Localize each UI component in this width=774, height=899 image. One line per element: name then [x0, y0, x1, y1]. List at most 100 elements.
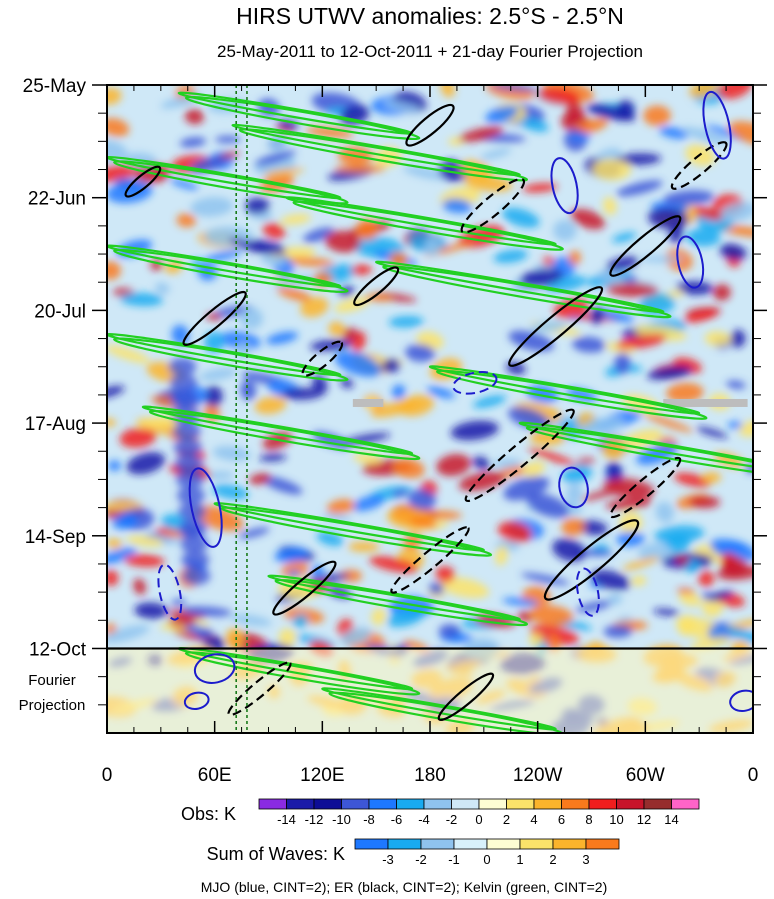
anomaly-patch [438, 624, 461, 638]
anomaly-patch [708, 590, 734, 601]
anomaly-patch [228, 238, 272, 254]
waves-colorbar-label: Sum of Waves: K [207, 844, 345, 864]
chart-subtitle: 25-May-2011 to 12-Oct-2011 + 21-day Four… [217, 42, 643, 61]
kelvin-contour [220, 506, 493, 557]
x-tick-label: 0 [748, 765, 759, 786]
anomaly-patch [171, 598, 187, 606]
anomaly-patch [300, 296, 329, 318]
kelvin-contour [113, 160, 349, 205]
anomaly-patch [738, 420, 753, 437]
anomaly-patch [424, 237, 441, 256]
chart-title: HIRS UTWV anomalies: 2.5°S - 2.5°N [236, 3, 624, 29]
anomaly-patch [112, 513, 138, 530]
anomaly-patch [577, 520, 608, 536]
anomaly-patch [169, 609, 206, 620]
missing-data-band [352, 398, 384, 407]
anomaly-patch [199, 368, 237, 381]
anomaly-patch [616, 333, 667, 350]
anomaly-patch [522, 183, 558, 193]
anomaly-patch [458, 126, 504, 142]
anomaly-patch [230, 614, 272, 627]
anomaly-patch [259, 453, 287, 462]
anomaly-patch [107, 502, 143, 510]
kelvin-contour [274, 578, 529, 627]
kelvin-contour [285, 196, 557, 246]
colorbar-tick-label: 12 [637, 812, 651, 827]
colorbar-tick-label: 1 [516, 852, 523, 867]
colorbar-tick-label: -10 [332, 812, 351, 827]
anomaly-patch [639, 255, 685, 263]
colorbar-tick-label: -4 [418, 812, 430, 827]
obs-colorbar: -14 -12 -10 -8 -6 -4 -2 0 2 4 6 8 10 12 14 [258, 798, 700, 827]
anomaly-patch-dry [169, 373, 198, 392]
anomaly-patch [590, 306, 604, 325]
anomaly-patch [371, 608, 387, 626]
anomaly-patch [607, 593, 623, 605]
er-contours [124, 103, 728, 722]
colorbar-tick-label: 10 [609, 812, 623, 827]
x-tick-label: 60W [626, 765, 665, 786]
mjo-contour [676, 235, 705, 289]
anomaly-patch [526, 493, 570, 518]
anomaly-patch [702, 471, 722, 483]
anomaly-patch-dry [182, 567, 211, 586]
anomaly-patch [644, 413, 693, 433]
y-tick-label: 22-Jun [28, 189, 86, 210]
anomaly-patch-dry [179, 518, 208, 537]
y-tick-label: 20-Jul [34, 301, 86, 322]
anomaly-patch [603, 624, 633, 638]
anomaly-patch [278, 628, 297, 647]
colorbar-swatch [643, 798, 672, 810]
anomaly-patch [631, 575, 647, 586]
anomaly-patch [573, 118, 609, 135]
anomaly-patch [673, 472, 712, 488]
anomaly-patch [107, 624, 150, 643]
anomaly-patch [696, 426, 728, 439]
colorbar-tick-label: 0 [483, 852, 490, 867]
anomaly-patch [674, 555, 690, 564]
colorbar-tick-label: -8 [363, 812, 375, 827]
kelvin-contour [184, 95, 421, 141]
anomaly-patch [519, 117, 549, 132]
mjo-contour [193, 653, 236, 684]
anomaly-patch [212, 484, 249, 500]
anomaly-patch [658, 126, 689, 139]
colorbar-tick-label: -1 [448, 852, 460, 867]
anomaly-patch [472, 395, 507, 409]
kelvin-contour [525, 426, 753, 480]
anomaly-patch [107, 538, 122, 549]
anomaly-patch [339, 569, 363, 583]
anomaly-patch [729, 329, 746, 348]
anomaly-patch [576, 458, 596, 465]
anomaly-patch [245, 197, 270, 214]
colorbar-tick-label: 6 [558, 812, 565, 827]
anomaly-patch [522, 461, 546, 477]
colorbar-swatch [286, 798, 315, 810]
anomaly-patch [643, 105, 671, 126]
anomaly-patch [492, 458, 522, 468]
anomaly-patch [499, 465, 528, 477]
anomaly-patch-dry [170, 389, 199, 408]
axes: 0 60E 120E 180 120W 60W 0 25-May 22-Jun 20-Jul 17-… [23, 76, 767, 786]
colorbar-swatch [616, 798, 645, 810]
mjo-contour [157, 563, 183, 621]
waves-colorbar: -3 -2 -1 0 1 2 3 [354, 838, 620, 867]
anomaly-patch [260, 475, 303, 495]
projection-wash [107, 649, 753, 733]
anomaly-patch [698, 570, 715, 587]
er-contour [353, 266, 400, 307]
colorbar-swatch [486, 838, 521, 850]
anomaly-patch [614, 352, 631, 374]
contour-legend-footer: MJO (blue, CINT=2); ER (black, CINT=2); … [201, 879, 608, 895]
anomaly-patch [381, 358, 401, 373]
anomaly-patch [190, 197, 234, 217]
anomaly-patch [402, 166, 451, 181]
anomaly-patch [325, 230, 361, 253]
anomaly-patch [328, 321, 345, 337]
colorbar-swatch [354, 838, 389, 850]
anomaly-patch [688, 496, 721, 509]
colorbar-tick-label: -6 [391, 812, 403, 827]
anomaly-patch [133, 578, 146, 595]
er-contour [405, 103, 455, 147]
